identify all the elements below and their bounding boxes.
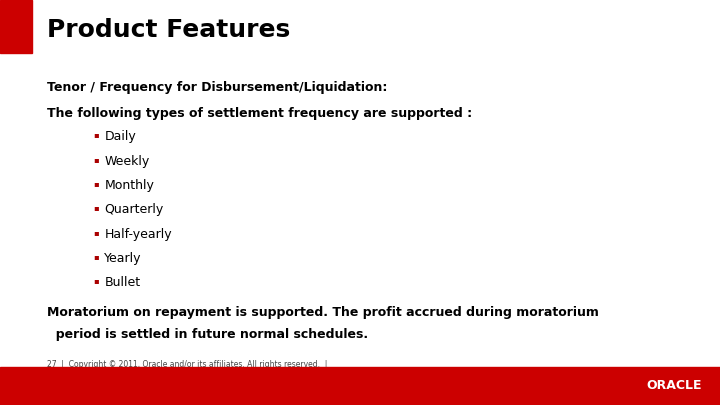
Text: period is settled in future normal schedules.: period is settled in future normal sched…	[47, 328, 368, 341]
Text: Quarterly: Quarterly	[104, 203, 163, 216]
Text: ▪: ▪	[94, 203, 99, 212]
Text: ▪: ▪	[94, 276, 99, 285]
Text: Monthly: Monthly	[104, 179, 154, 192]
Text: Bullet: Bullet	[104, 276, 140, 289]
Text: ▪: ▪	[94, 179, 99, 188]
Text: ▪: ▪	[94, 130, 99, 139]
Text: Weekly: Weekly	[104, 155, 150, 168]
Text: Yearly: Yearly	[104, 252, 142, 265]
Text: Tenor / Frequency for Disbursement/Liquidation:: Tenor / Frequency for Disbursement/Liqui…	[47, 81, 387, 94]
Text: Daily: Daily	[104, 130, 136, 143]
Text: ORACLE: ORACLE	[647, 379, 702, 392]
Text: The following types of settlement frequency are supported :: The following types of settlement freque…	[47, 107, 472, 120]
Text: ▪: ▪	[94, 228, 99, 237]
Text: ▪: ▪	[94, 155, 99, 164]
Text: ▪: ▪	[94, 252, 99, 261]
Text: Moratorium on repayment is supported. The profit accrued during moratorium: Moratorium on repayment is supported. Th…	[47, 306, 598, 319]
Text: Half-yearly: Half-yearly	[104, 228, 172, 241]
Text: 27  |  Copyright © 2011, Oracle and/or its affiliates. All rights reserved.  |: 27 | Copyright © 2011, Oracle and/or its…	[47, 360, 327, 369]
Text: Product Features: Product Features	[47, 18, 290, 42]
